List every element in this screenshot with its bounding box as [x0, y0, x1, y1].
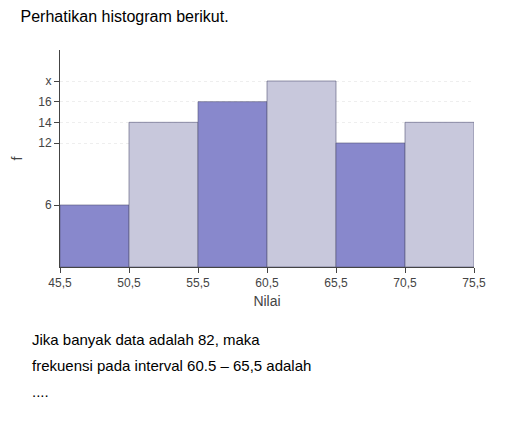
svg-text:frekuensi pada interval 60.5 –: frekuensi pada interval 60.5 – 65,5 adal… — [32, 357, 311, 374]
svg-text:x: x — [46, 74, 52, 88]
svg-text:60,5: 60,5 — [255, 276, 279, 290]
svg-text:14: 14 — [38, 116, 52, 130]
svg-text:....: .... — [32, 383, 49, 400]
svg-text:70,5: 70,5 — [393, 276, 417, 290]
svg-text:45,5: 45,5 — [48, 276, 72, 290]
svg-text:12: 12 — [38, 136, 52, 150]
svg-text:Nilai: Nilai — [253, 293, 280, 309]
svg-text:Jika banyak data adalah 82, ma: Jika banyak data adalah 82, maka — [32, 331, 260, 348]
svg-text:55,5: 55,5 — [186, 276, 210, 290]
svg-text:Perhatikan histogram berikut.: Perhatikan histogram berikut. — [21, 8, 229, 25]
svg-text:6: 6 — [45, 198, 52, 212]
svg-text:50,5: 50,5 — [117, 276, 141, 290]
svg-text:65,5: 65,5 — [324, 276, 348, 290]
svg-text:16: 16 — [38, 95, 52, 109]
svg-text:75,5: 75,5 — [462, 276, 486, 290]
svg-text:f: f — [9, 156, 25, 160]
